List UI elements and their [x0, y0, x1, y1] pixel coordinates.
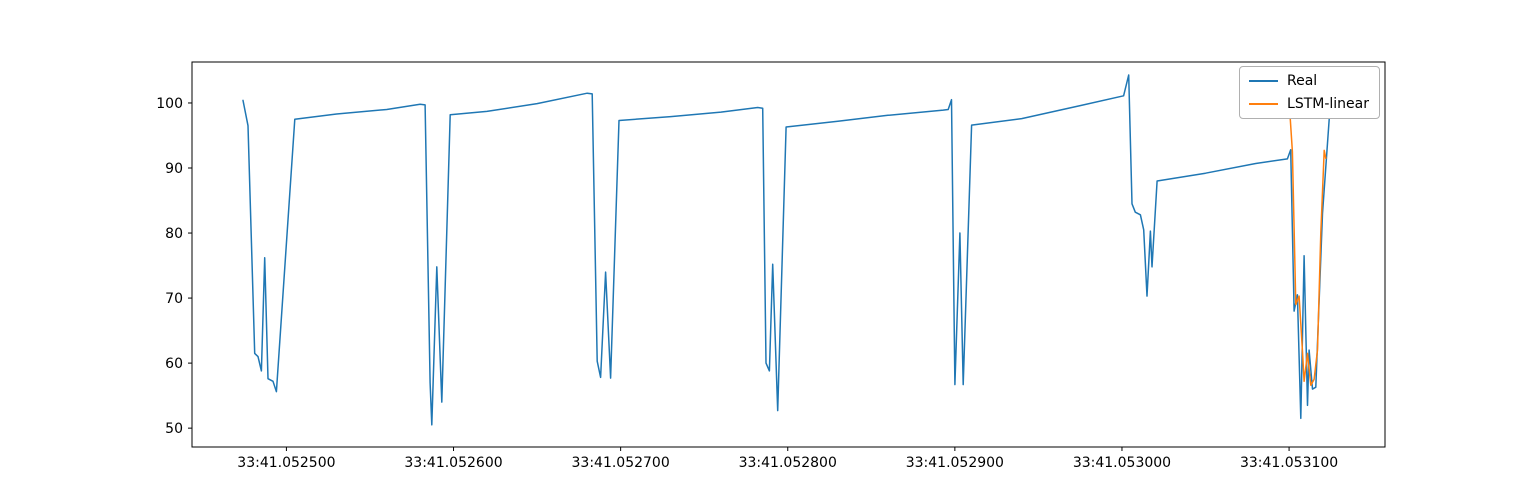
series-line-lstm-linear — [1288, 100, 1327, 386]
legend-item-lstm-linear: LSTM-linear — [1249, 97, 1369, 111]
legend: Real LSTM-linear — [1239, 66, 1380, 119]
legend-line-sample-real — [1249, 80, 1279, 82]
legend-line-sample-lstm-linear — [1249, 103, 1279, 105]
y-axis-tick-label: 100 — [156, 96, 183, 112]
plot-frame — [191, 61, 1386, 448]
x-axis-tick-label: 33:41.053100 — [1240, 455, 1338, 471]
x-axis-tick-label: 33:41.052800 — [739, 455, 837, 471]
y-axis-tick-label: 90 — [165, 161, 183, 177]
legend-item-real: Real — [1249, 74, 1369, 88]
x-axis-tick-label: 33:41.052700 — [572, 455, 670, 471]
y-axis-tick-label: 60 — [165, 356, 183, 372]
series-line-real — [242, 74, 1330, 426]
x-axis-tick-label: 33:41.052900 — [906, 455, 1004, 471]
y-axis-tick-label: 70 — [165, 291, 183, 307]
legend-label-lstm-linear: LSTM-linear — [1287, 96, 1369, 112]
y-axis-tick-label: 50 — [165, 421, 183, 437]
x-axis-tick-label: 33:41.053000 — [1073, 455, 1171, 471]
x-axis-tick-label: 33:41.052600 — [404, 455, 502, 471]
x-axis-tick-label: 33:41.052500 — [237, 455, 335, 471]
legend-label-real: Real — [1287, 73, 1318, 89]
y-axis-tick-label: 80 — [165, 226, 183, 242]
